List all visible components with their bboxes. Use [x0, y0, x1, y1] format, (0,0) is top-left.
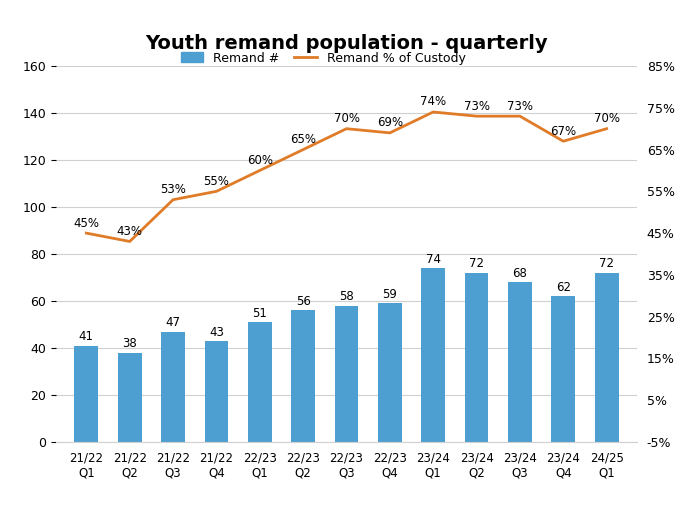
- Text: 38: 38: [122, 337, 137, 351]
- Text: 43: 43: [209, 326, 224, 338]
- Remand % of Custody: [603, 125, 611, 132]
- Remand % of Custody: [473, 113, 481, 119]
- Title: Youth remand population - quarterly: Youth remand population - quarterly: [145, 35, 548, 53]
- Text: 62: 62: [556, 281, 570, 294]
- Bar: [335, 306, 358, 442]
- Text: 70%: 70%: [333, 112, 360, 125]
- Line: Remand % of Custody: Remand % of Custody: [86, 112, 607, 241]
- Text: 73%: 73%: [463, 100, 489, 113]
- Remand % of Custody: [82, 230, 90, 236]
- Text: 69%: 69%: [377, 116, 403, 130]
- Bar: [291, 310, 315, 442]
- Remand % of Custody: [125, 238, 134, 244]
- Bar: [595, 273, 619, 442]
- Bar: [248, 322, 272, 442]
- Bar: [161, 332, 185, 442]
- Text: 60%: 60%: [247, 154, 273, 167]
- Legend: Remand #, Remand % of Custody: Remand #, Remand % of Custody: [177, 48, 470, 69]
- Text: 74: 74: [426, 253, 441, 266]
- Bar: [465, 273, 489, 442]
- Text: 67%: 67%: [550, 124, 576, 138]
- Remand % of Custody: [212, 188, 220, 195]
- Text: 59: 59: [382, 288, 398, 301]
- Text: 45%: 45%: [74, 216, 99, 230]
- Text: 51: 51: [252, 307, 267, 320]
- Remand % of Custody: [559, 138, 568, 144]
- Bar: [378, 303, 402, 442]
- Text: 58: 58: [339, 291, 354, 303]
- Text: 73%: 73%: [507, 100, 533, 113]
- Text: 53%: 53%: [160, 183, 186, 196]
- Bar: [118, 353, 141, 442]
- Text: 74%: 74%: [420, 96, 447, 109]
- Text: 47: 47: [166, 316, 181, 329]
- Bar: [508, 282, 532, 442]
- Remand % of Custody: [169, 197, 177, 203]
- Remand % of Custody: [342, 125, 351, 132]
- Text: 68: 68: [512, 267, 527, 280]
- Remand % of Custody: [516, 113, 524, 119]
- Text: 65%: 65%: [290, 133, 316, 146]
- Text: 72: 72: [469, 258, 484, 270]
- Bar: [74, 345, 98, 442]
- Bar: [204, 341, 228, 442]
- Remand % of Custody: [299, 146, 307, 152]
- Bar: [552, 296, 575, 442]
- Text: 55%: 55%: [204, 175, 230, 188]
- Text: 56: 56: [295, 295, 311, 308]
- Text: 41: 41: [79, 330, 94, 343]
- Remand % of Custody: [256, 168, 264, 174]
- Text: 72: 72: [599, 258, 614, 270]
- Remand % of Custody: [429, 109, 438, 115]
- Text: 43%: 43%: [117, 225, 143, 238]
- Text: 70%: 70%: [594, 112, 620, 125]
- Remand % of Custody: [386, 130, 394, 136]
- Bar: [421, 268, 445, 442]
